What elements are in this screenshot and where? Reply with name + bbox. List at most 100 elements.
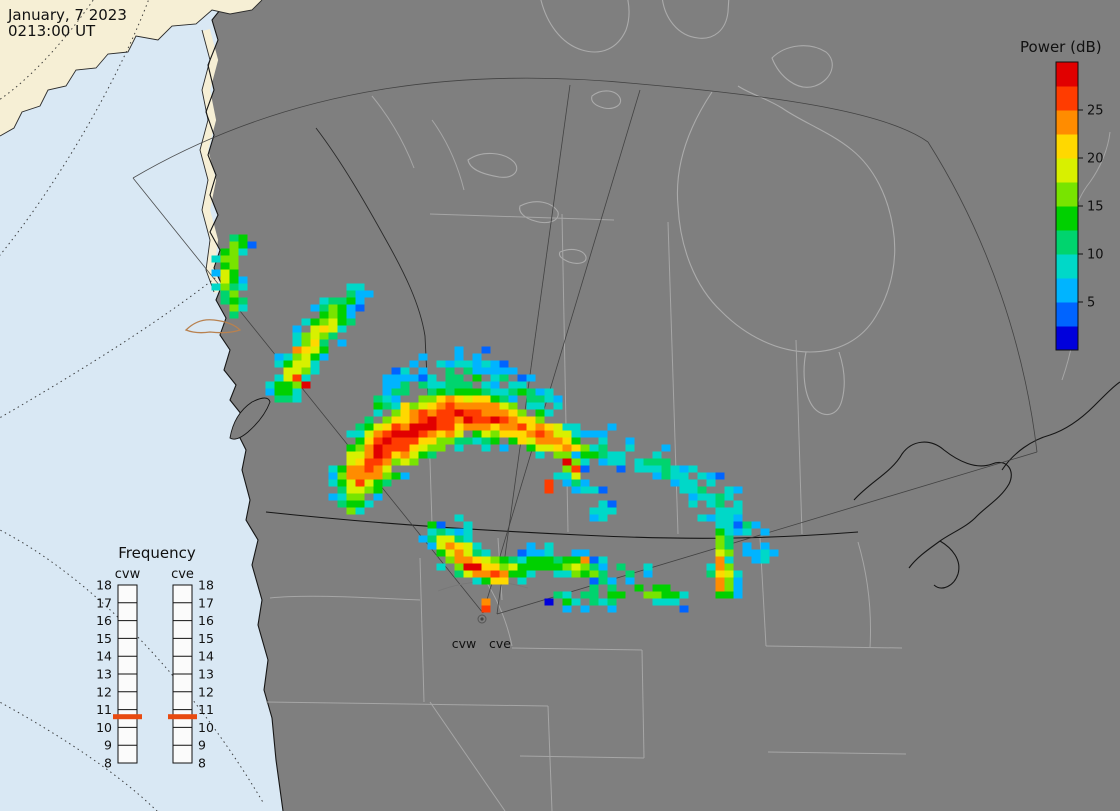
echo-cell bbox=[715, 514, 725, 522]
echo-cell bbox=[580, 444, 590, 452]
echo-cell bbox=[220, 290, 230, 298]
echo-cell bbox=[571, 556, 581, 564]
echo-cell bbox=[535, 437, 545, 445]
echo-cell bbox=[679, 591, 689, 599]
echo-cell bbox=[355, 283, 365, 291]
echo-cell bbox=[616, 451, 626, 459]
echo-cell bbox=[463, 360, 473, 368]
echo-cell bbox=[553, 472, 563, 480]
echo-cell bbox=[589, 507, 599, 515]
echo-cell bbox=[607, 423, 617, 431]
echo-cell bbox=[751, 549, 761, 557]
echo-cell bbox=[553, 451, 563, 459]
echo-cell bbox=[301, 332, 311, 340]
echo-cell bbox=[562, 437, 572, 445]
echo-cell bbox=[535, 563, 545, 571]
echo-cell bbox=[481, 381, 491, 389]
echo-cell bbox=[526, 430, 536, 438]
echo-cell bbox=[436, 528, 446, 536]
echo-cell bbox=[283, 395, 293, 403]
freq-scale-label: 10 bbox=[198, 720, 214, 735]
echo-cell bbox=[382, 472, 392, 480]
echo-cell bbox=[283, 381, 293, 389]
echo-cell bbox=[454, 556, 464, 564]
echo-cell bbox=[526, 423, 536, 431]
echo-cell bbox=[283, 374, 293, 382]
radar-site-dot bbox=[480, 617, 484, 621]
echo-cell bbox=[319, 311, 329, 319]
echo-cell bbox=[337, 500, 347, 508]
echo-cell bbox=[535, 409, 545, 417]
echo-cell bbox=[724, 556, 734, 564]
echo-cell bbox=[346, 472, 356, 480]
echo-cell bbox=[274, 353, 284, 361]
echo-cell bbox=[427, 416, 437, 424]
echo-cell bbox=[283, 360, 293, 368]
echo-cell bbox=[544, 556, 554, 564]
echo-cell bbox=[598, 570, 608, 578]
echo-cell bbox=[571, 451, 581, 459]
echo-cell bbox=[481, 395, 491, 403]
echo-cell bbox=[337, 339, 347, 347]
echo-cell bbox=[364, 290, 374, 298]
echo-cell bbox=[418, 374, 428, 382]
freq-scale-label: 11 bbox=[198, 702, 214, 717]
echo-cell bbox=[535, 395, 545, 403]
echo-cell bbox=[544, 598, 554, 606]
echo-cell bbox=[715, 493, 725, 501]
echo-cell bbox=[391, 402, 401, 410]
echo-cell bbox=[634, 465, 644, 473]
echo-cell bbox=[400, 402, 410, 410]
echo-cell bbox=[310, 304, 320, 312]
echo-cell bbox=[679, 605, 689, 613]
echo-cell bbox=[418, 423, 428, 431]
echo-cell bbox=[229, 262, 239, 270]
echo-cell bbox=[454, 444, 464, 452]
echo-cell bbox=[382, 437, 392, 445]
echo-cell bbox=[301, 339, 311, 347]
freq-column-label-cvw: cvw bbox=[115, 567, 141, 582]
echo-cell bbox=[229, 311, 239, 319]
freq-scale-label: 8 bbox=[198, 756, 206, 771]
echo-cell bbox=[319, 304, 329, 312]
echo-cell bbox=[364, 416, 374, 424]
echo-cell bbox=[589, 486, 599, 494]
echo-cell bbox=[490, 423, 500, 431]
echo-cell bbox=[373, 451, 383, 459]
echo-cell bbox=[706, 493, 716, 501]
great-bear-lake bbox=[467, 152, 518, 178]
radar-site-circle bbox=[477, 614, 487, 624]
echo-cell bbox=[337, 486, 347, 494]
timestamp: January, 7 2023 0213:00 UT bbox=[7, 6, 127, 40]
echo-cell bbox=[436, 423, 446, 431]
echo-cell bbox=[382, 381, 392, 389]
echo-cell bbox=[328, 311, 338, 319]
echo-cell bbox=[436, 360, 446, 368]
sd-ne-border bbox=[767, 751, 907, 755]
echo-cell bbox=[328, 479, 338, 487]
echo-cell bbox=[310, 367, 320, 375]
echo-cell bbox=[427, 430, 437, 438]
echo-cell bbox=[715, 528, 725, 536]
echo-cell bbox=[220, 269, 230, 277]
echo-cell bbox=[436, 388, 446, 396]
echo-cell bbox=[391, 444, 401, 452]
echo-cell bbox=[418, 353, 428, 361]
echo-cell bbox=[661, 465, 671, 473]
echo-cell bbox=[310, 360, 320, 368]
echo-cell bbox=[598, 458, 608, 466]
echo-cell bbox=[733, 514, 743, 522]
echo-cell bbox=[436, 444, 446, 452]
haida-gwaii-outline bbox=[184, 319, 242, 334]
freq-scale-label: 14 bbox=[198, 649, 214, 664]
echo-cell bbox=[229, 234, 239, 242]
mb-on-border bbox=[795, 339, 803, 535]
echo-cell bbox=[472, 353, 482, 361]
echo-cell bbox=[382, 416, 392, 424]
echo-cell bbox=[346, 283, 356, 291]
echo-cell bbox=[436, 549, 446, 557]
freq-scale-label: 15 bbox=[96, 631, 112, 646]
echo-cell bbox=[400, 388, 410, 396]
echo-cell bbox=[427, 542, 437, 550]
echo-cell bbox=[346, 486, 356, 494]
